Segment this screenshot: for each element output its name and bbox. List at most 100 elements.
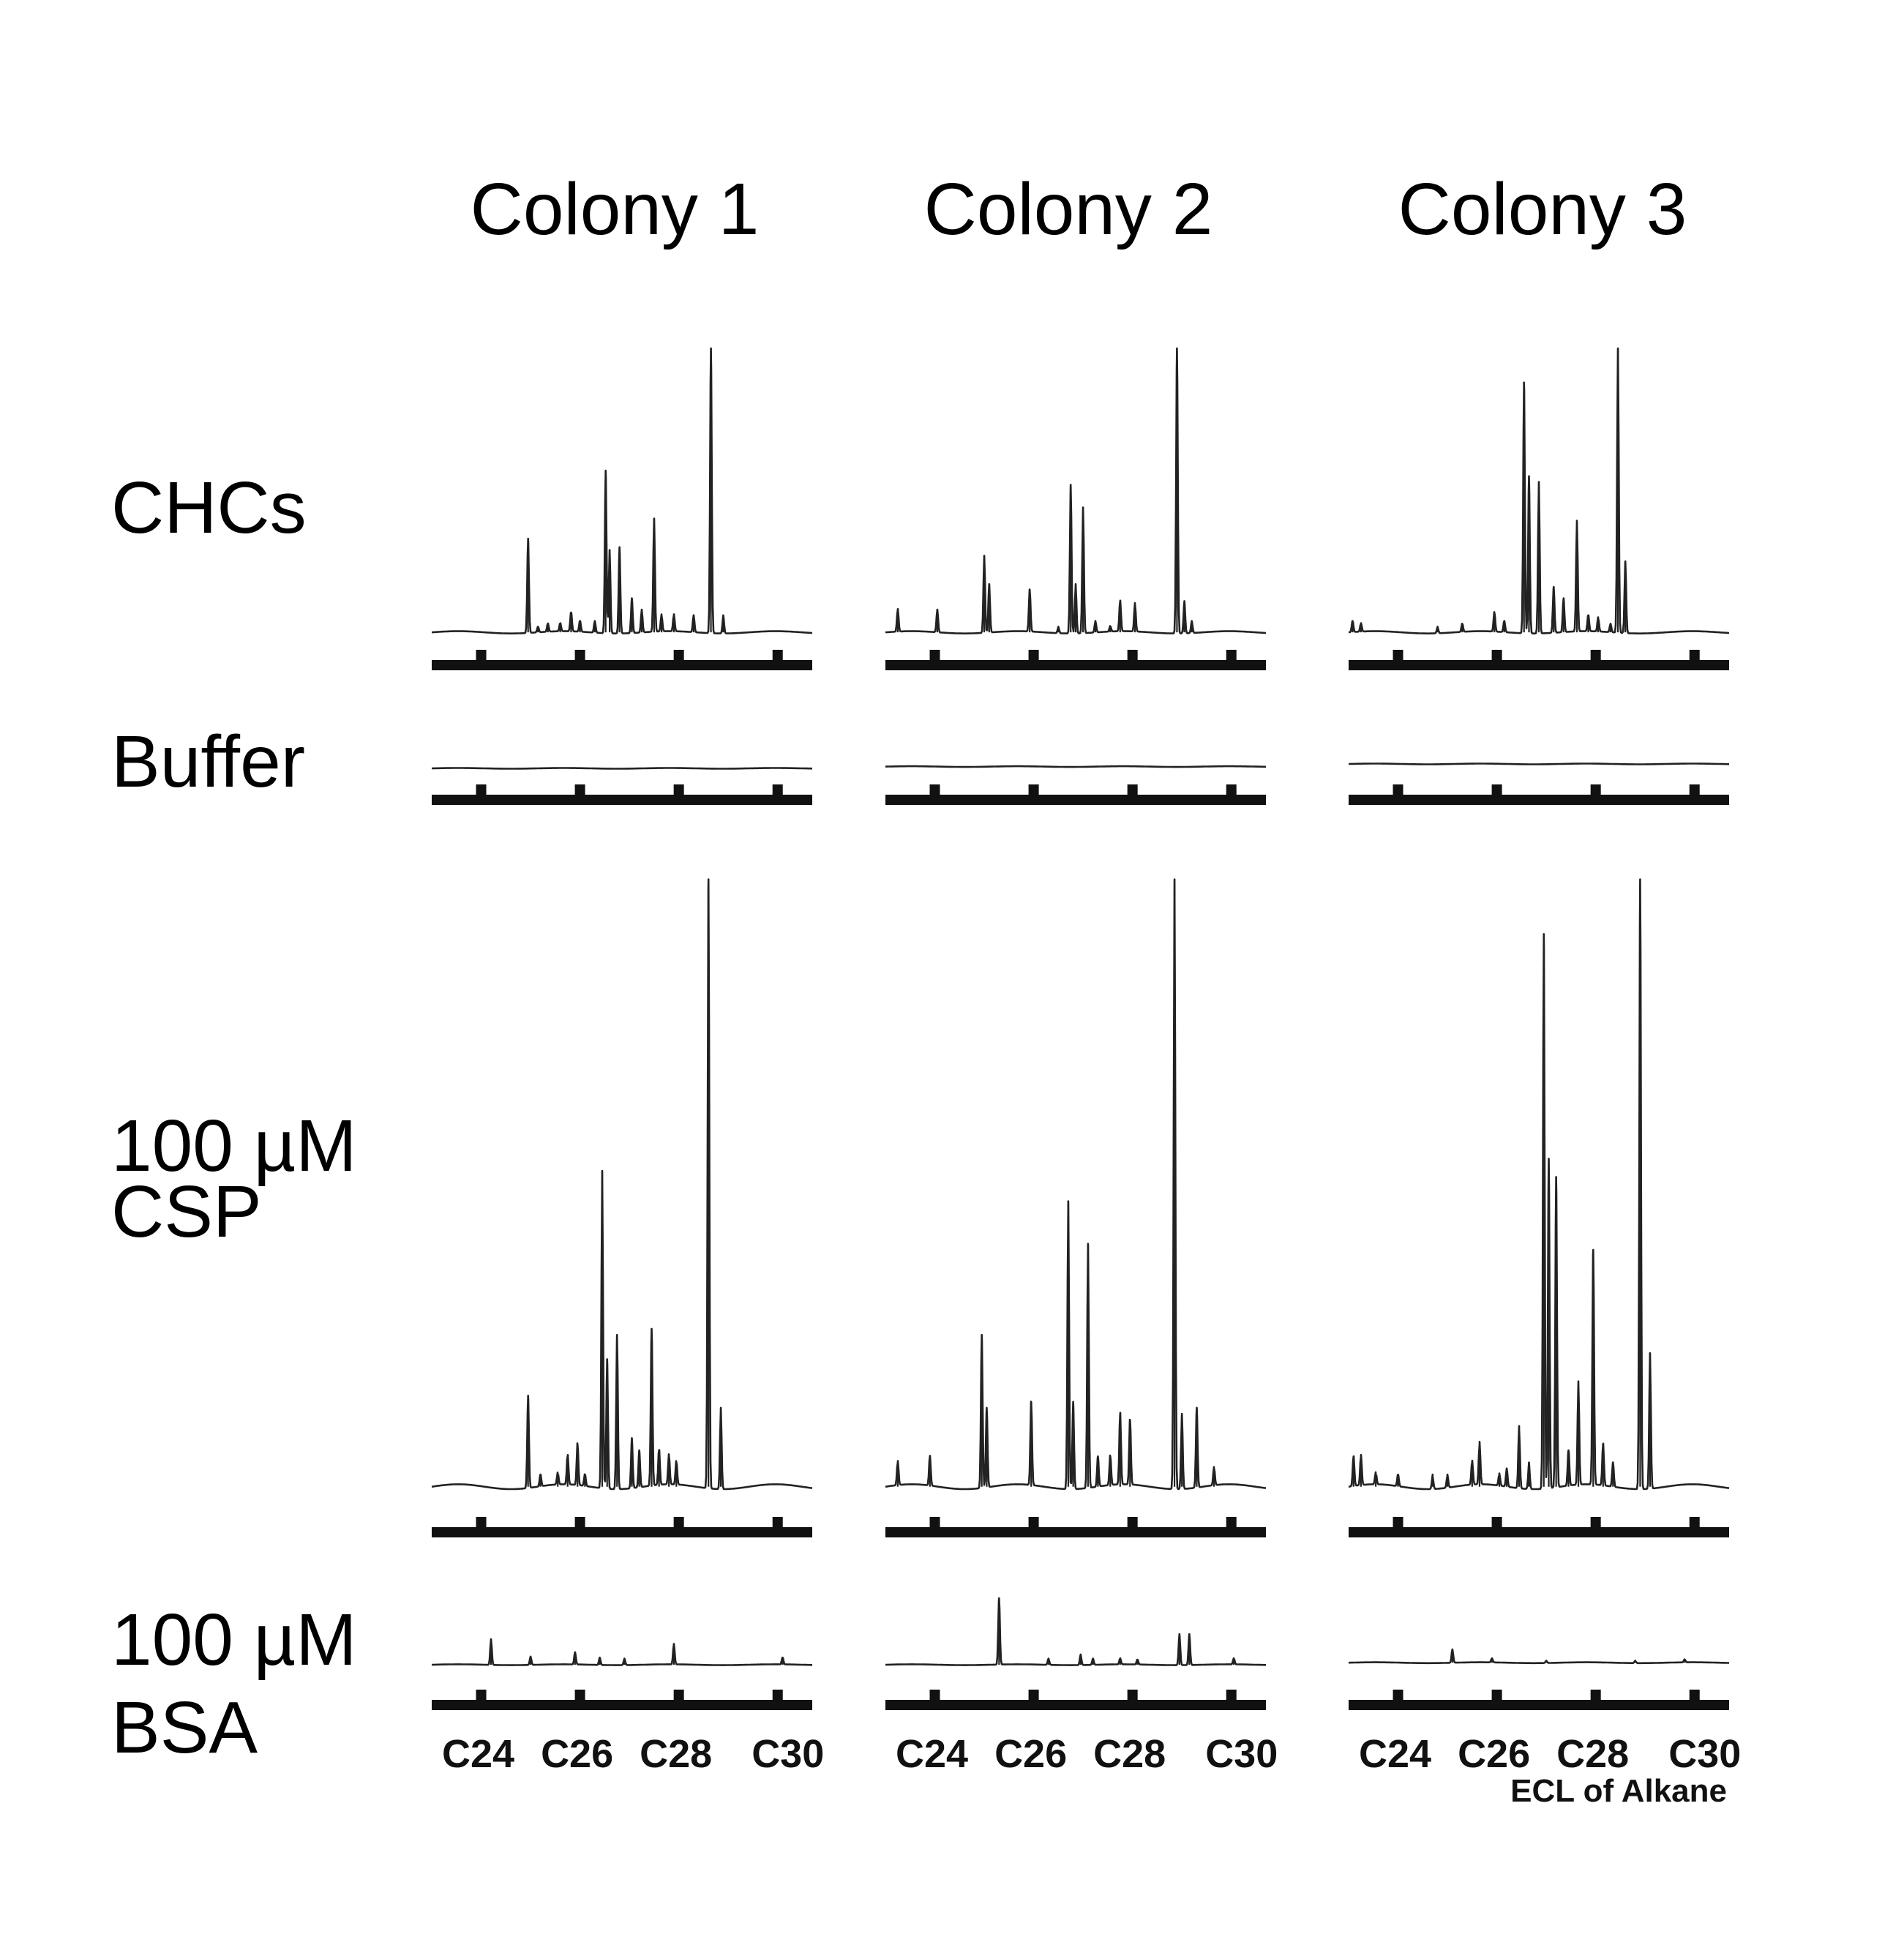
x-axis-tick-c28 xyxy=(673,1517,684,1529)
x-axis-tick-c24 xyxy=(929,650,940,662)
x-axis-bar xyxy=(885,1700,1266,1710)
panel-bsa-colony-3 xyxy=(1348,1648,1730,1710)
column-title-colony-3: Colony 3 xyxy=(1398,168,1687,250)
panel-csp-colony-2 xyxy=(885,878,1267,1537)
panel-buffer-colony-2 xyxy=(885,765,1267,805)
x-axis-tick-c30 xyxy=(1226,1690,1237,1701)
x-axis-tick-c24 xyxy=(476,1690,487,1701)
x-axis-tick-c28 xyxy=(1590,650,1601,662)
x-axis-tick-c28 xyxy=(1127,650,1138,662)
x-axis-bar xyxy=(432,1527,812,1537)
row-label-csp-line-1: 100 µM xyxy=(111,1105,357,1187)
x-axis-tick-c30 xyxy=(1689,1690,1700,1701)
x-axis-tick-c26 xyxy=(1028,650,1039,662)
row-label-bsa-line-1: 100 µM xyxy=(111,1599,357,1681)
x-axis-tick-c26 xyxy=(574,650,585,662)
panel-csp-colony-3 xyxy=(1348,878,1730,1537)
x-tick-label-colony-3-c28: C28 xyxy=(1556,1732,1629,1776)
x-axis-tick-c26 xyxy=(1491,784,1502,796)
x-tick-label-colony-1-c24: C24 xyxy=(442,1732,514,1776)
x-axis-tick-c26 xyxy=(574,1517,585,1529)
x-axis-title: ECL of Alkane xyxy=(1510,1773,1727,1809)
x-axis-bar xyxy=(1349,660,1729,670)
x-axis-tick-c28 xyxy=(1127,1517,1138,1529)
x-axis-tick-c24 xyxy=(1393,1517,1403,1529)
x-axis-tick-c30 xyxy=(1689,784,1700,796)
x-axis-tick-c28 xyxy=(1127,1690,1138,1701)
x-axis-tick-c24 xyxy=(1393,784,1403,796)
x-axis-tick-c24 xyxy=(476,784,487,796)
chromatogram-trace xyxy=(431,767,813,770)
x-axis-bar xyxy=(1349,1527,1729,1537)
x-axis-tick-c30 xyxy=(772,1517,783,1529)
x-axis-tick-c24 xyxy=(1393,650,1403,662)
panel-buffer-colony-1 xyxy=(431,767,813,805)
chromatogram-trace xyxy=(1348,762,1730,765)
panel-chcs-colony-2 xyxy=(885,347,1267,670)
panel-bsa-colony-1 xyxy=(431,1638,813,1710)
panel-chcs-colony-3 xyxy=(1348,347,1730,670)
x-axis-tick-c24 xyxy=(929,1517,940,1529)
row-label-chcs-line-1: CHCs xyxy=(111,467,307,549)
column-title-colony-2: Colony 2 xyxy=(924,168,1213,250)
x-axis-tick-c24 xyxy=(929,1690,940,1701)
x-axis-tick-c26 xyxy=(1491,1517,1502,1529)
x-axis-tick-c28 xyxy=(673,784,684,796)
x-axis-bar xyxy=(1349,795,1729,805)
x-axis-tick-c28 xyxy=(673,650,684,662)
x-axis-tick-c30 xyxy=(1226,784,1237,796)
x-axis-tick-c30 xyxy=(772,784,783,796)
x-axis-tick-c28 xyxy=(1590,784,1601,796)
x-tick-label-colony-1-c30: C30 xyxy=(752,1732,824,1776)
x-axis-tick-c30 xyxy=(772,1690,783,1701)
x-axis-tick-c24 xyxy=(476,650,487,662)
x-axis-bar xyxy=(1349,1700,1729,1710)
panel-bsa-colony-2 xyxy=(885,1597,1267,1710)
x-tick-label-colony-2-c26: C26 xyxy=(994,1732,1067,1776)
x-axis-tick-c28 xyxy=(1590,1517,1601,1529)
x-tick-label-colony-1-c26: C26 xyxy=(541,1732,613,1776)
row-label-buffer-line-1: Buffer xyxy=(111,721,305,803)
x-axis-tick-c30 xyxy=(772,650,783,662)
x-axis-tick-c26 xyxy=(574,784,585,796)
panel-buffer-colony-3 xyxy=(1348,762,1730,805)
panel-chcs-colony-1 xyxy=(431,347,813,670)
x-axis-tick-c24 xyxy=(476,1517,487,1529)
x-tick-label-colony-2-c30: C30 xyxy=(1205,1732,1278,1776)
x-axis-tick-c30 xyxy=(1689,1517,1700,1529)
x-axis-tick-c26 xyxy=(1028,784,1039,796)
x-axis-tick-c26 xyxy=(1491,1690,1502,1701)
x-axis-tick-c26 xyxy=(1028,1690,1039,1701)
x-axis-tick-c24 xyxy=(1393,1690,1403,1701)
chromatogram-trace xyxy=(431,1638,813,1666)
row-label-bsa-line-2: BSA xyxy=(111,1687,258,1769)
x-tick-label-colony-3-c26: C26 xyxy=(1458,1732,1530,1776)
x-tick-label-colony-3-c24: C24 xyxy=(1359,1732,1431,1776)
x-axis-bar xyxy=(885,1527,1266,1537)
x-axis-tick-c30 xyxy=(1689,650,1700,662)
x-axis-tick-c26 xyxy=(1491,650,1502,662)
chromatogram-trace xyxy=(1348,1648,1730,1665)
chromatogram-trace xyxy=(885,765,1267,768)
x-tick-label-colony-1-c28: C28 xyxy=(640,1732,712,1776)
panel-csp-colony-1 xyxy=(431,878,813,1537)
chromatogram-trace xyxy=(431,347,813,634)
x-axis-tick-c28 xyxy=(1127,784,1138,796)
chromatogram-trace xyxy=(885,878,1267,1491)
x-axis-labels: C24 C26 C28 C30 C24 C26 C28 C30 C24 C26 C28 C30ECL … xyxy=(442,1732,1741,1809)
x-axis-bar xyxy=(885,795,1266,805)
column-title-colony-1: Colony 1 xyxy=(471,168,760,250)
x-axis-bar xyxy=(885,660,1266,670)
x-axis-bar xyxy=(432,1700,812,1710)
x-axis-tick-c28 xyxy=(1590,1690,1601,1701)
x-axis-tick-c24 xyxy=(929,784,940,796)
row-label-csp-line-2: CSP xyxy=(111,1171,262,1253)
x-axis-bar xyxy=(432,660,812,670)
column-titles: Colony 1 Colony 2 Colony 3 xyxy=(471,168,1687,250)
x-axis-tick-c26 xyxy=(1028,1517,1039,1529)
x-axis-tick-c26 xyxy=(574,1690,585,1701)
x-tick-label-colony-2-c28: C28 xyxy=(1093,1732,1166,1776)
